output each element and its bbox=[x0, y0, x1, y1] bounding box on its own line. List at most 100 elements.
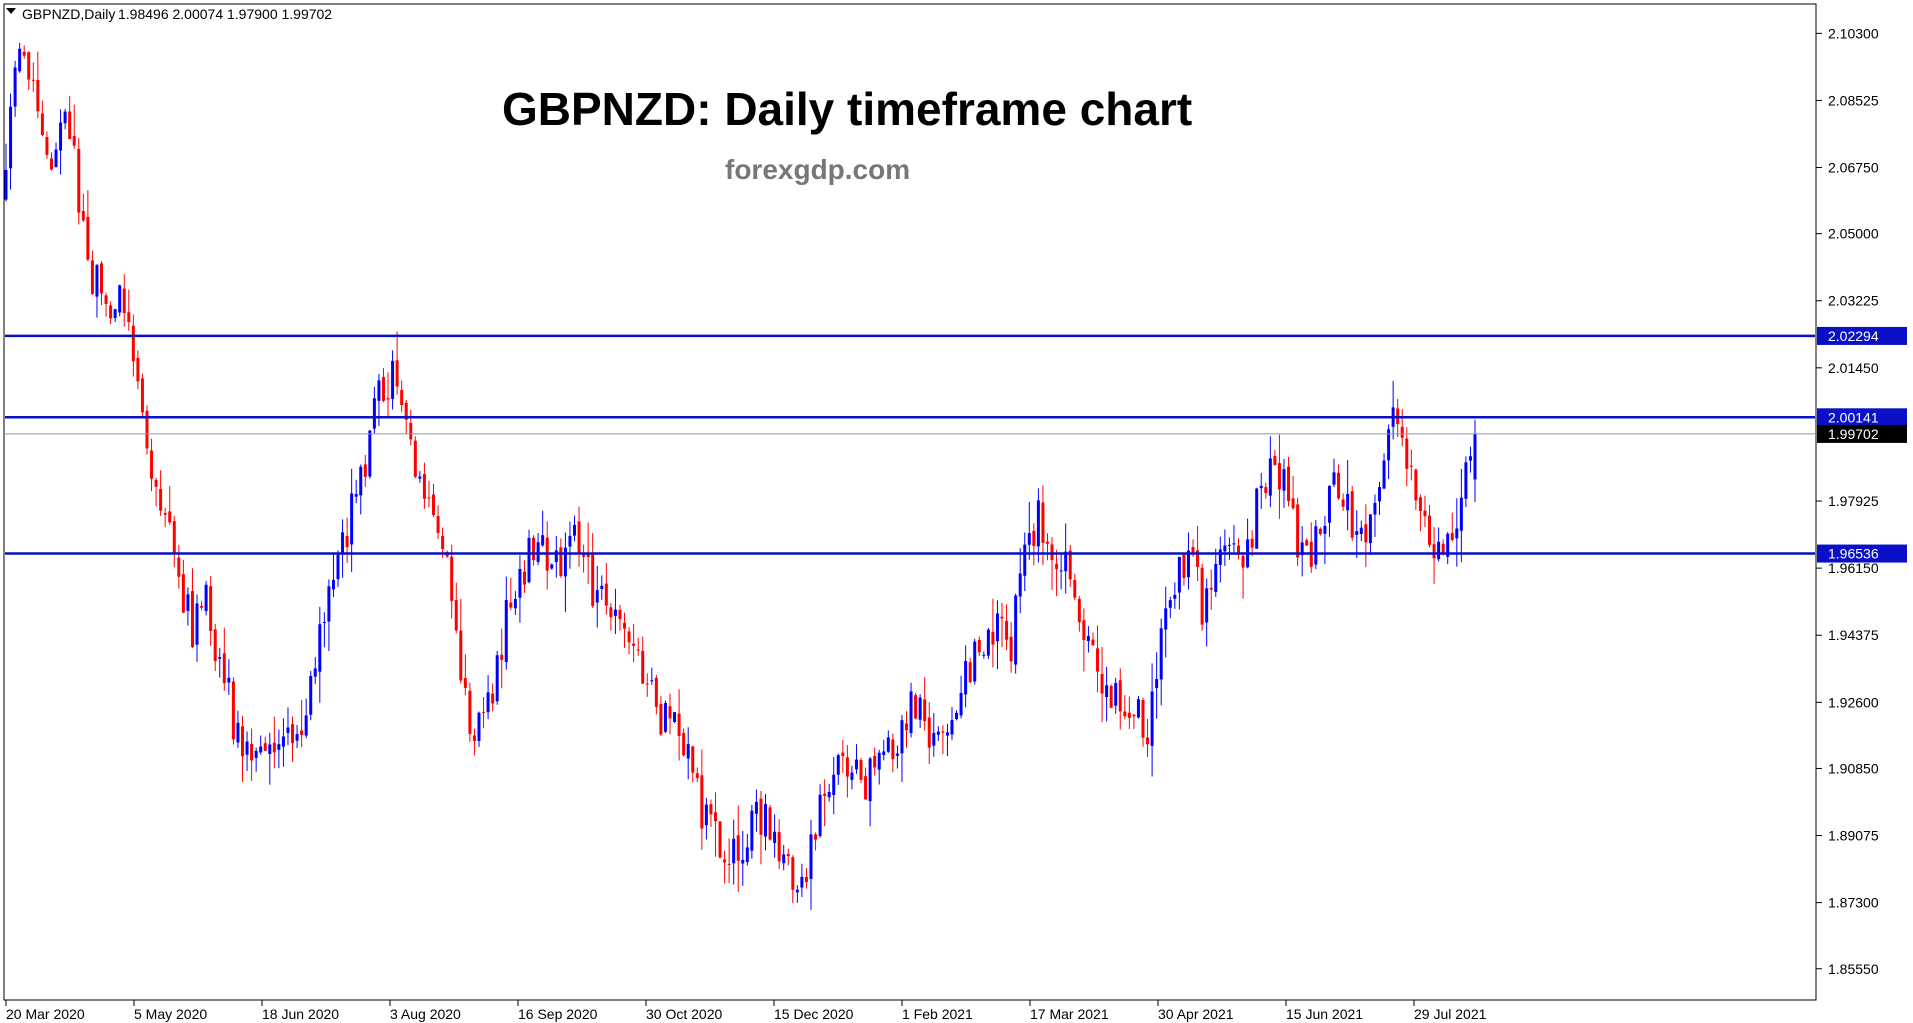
candle-body bbox=[45, 136, 49, 155]
candle-body bbox=[186, 594, 190, 611]
candle-body bbox=[140, 378, 144, 413]
candle-body bbox=[723, 859, 727, 863]
candle-body bbox=[1250, 538, 1254, 548]
candle-body bbox=[1123, 711, 1127, 717]
candle-body bbox=[636, 649, 640, 651]
candle-body bbox=[1177, 556, 1181, 593]
candle-body bbox=[54, 149, 58, 168]
candle-body bbox=[786, 853, 790, 857]
candle-body bbox=[1059, 570, 1063, 572]
candle-body bbox=[1327, 485, 1331, 523]
candle-body bbox=[632, 643, 636, 646]
candle-body bbox=[336, 554, 340, 580]
candle-body bbox=[1441, 543, 1445, 554]
candle-body bbox=[1368, 514, 1372, 544]
candle-body bbox=[136, 357, 140, 382]
candle-body bbox=[704, 804, 708, 826]
candle-body bbox=[277, 744, 281, 750]
candle-body bbox=[777, 832, 781, 862]
candle-body bbox=[27, 52, 31, 80]
candle-body bbox=[1287, 466, 1291, 502]
candle-body bbox=[641, 650, 645, 684]
candle-body bbox=[673, 712, 677, 722]
x-tick-label: 1 Feb 2021 bbox=[902, 1006, 973, 1022]
collapse-triangle-icon[interactable] bbox=[6, 8, 16, 14]
candle-body bbox=[509, 602, 513, 608]
candle-body bbox=[1064, 551, 1068, 572]
candle-body bbox=[363, 464, 367, 477]
candle-body bbox=[495, 655, 499, 702]
candle-body bbox=[618, 609, 622, 620]
candle-body bbox=[627, 631, 631, 643]
candle-body bbox=[372, 398, 376, 429]
candle-body bbox=[650, 680, 654, 682]
candle-body bbox=[459, 630, 463, 681]
candle-body bbox=[9, 106, 13, 169]
candle-body bbox=[1005, 620, 1009, 640]
candle-body bbox=[1027, 533, 1031, 545]
chart-title: GBPNZD: Daily timeframe chart bbox=[502, 83, 1192, 135]
candle-body bbox=[381, 377, 385, 401]
candle-body bbox=[841, 752, 845, 757]
y-tick-label: 2.08525 bbox=[1828, 92, 1879, 108]
candle-body bbox=[300, 730, 304, 735]
candle-body bbox=[1086, 636, 1090, 642]
candle-body bbox=[1318, 528, 1322, 534]
candle-body bbox=[195, 603, 199, 645]
candle-body bbox=[118, 285, 122, 313]
candle-body bbox=[377, 380, 381, 401]
candle-body bbox=[668, 706, 672, 719]
candle-body bbox=[1227, 544, 1231, 546]
candle-body bbox=[1237, 545, 1241, 556]
candle-body bbox=[1205, 588, 1209, 623]
y-tick-label: 1.87300 bbox=[1828, 895, 1879, 911]
candle-body bbox=[109, 305, 113, 319]
candle-body bbox=[709, 804, 713, 815]
candle-body bbox=[1182, 554, 1186, 578]
x-tick-label: 30 Apr 2021 bbox=[1158, 1006, 1234, 1022]
y-tick-label: 2.01450 bbox=[1828, 360, 1879, 376]
candle-body bbox=[1364, 524, 1368, 543]
level-price-tag bbox=[1817, 544, 1907, 563]
candle-body bbox=[577, 521, 581, 554]
candle-body bbox=[604, 583, 608, 606]
candle-body bbox=[845, 757, 849, 777]
candle-body bbox=[1000, 616, 1004, 619]
candle-body bbox=[1109, 686, 1113, 708]
candle-body bbox=[391, 360, 395, 400]
candle-body bbox=[859, 759, 863, 780]
candle-body bbox=[800, 876, 804, 888]
y-tick-label: 2.05000 bbox=[1828, 226, 1879, 242]
candle-body bbox=[718, 821, 722, 858]
candle-body bbox=[823, 793, 827, 797]
candle-body bbox=[286, 727, 290, 733]
candle-body bbox=[22, 51, 26, 56]
candle-body bbox=[359, 466, 363, 496]
candle-body bbox=[472, 735, 476, 742]
candle-body bbox=[1473, 433, 1477, 480]
candle-body bbox=[190, 591, 194, 647]
candle-body bbox=[154, 479, 158, 487]
candle-body bbox=[595, 590, 599, 603]
x-tick-label: 5 May 2020 bbox=[134, 1006, 207, 1022]
candle-body bbox=[100, 263, 104, 294]
candle-body bbox=[145, 410, 149, 449]
candle-body bbox=[1009, 636, 1013, 662]
candle-body bbox=[923, 699, 927, 722]
candle-body bbox=[482, 711, 486, 713]
candle-body bbox=[1023, 544, 1027, 576]
x-tick-label: 20 Mar 2020 bbox=[6, 1006, 85, 1022]
candle-body bbox=[582, 553, 586, 557]
candle-body bbox=[900, 720, 904, 754]
candle-body bbox=[522, 571, 526, 585]
levels-group bbox=[5, 334, 1815, 555]
candle-body bbox=[318, 624, 322, 672]
candle-body bbox=[886, 737, 890, 752]
candle-body bbox=[936, 731, 940, 735]
candle-body bbox=[272, 742, 276, 753]
candle-body bbox=[854, 759, 858, 770]
candle-body bbox=[1314, 526, 1318, 565]
candle-body bbox=[1168, 600, 1172, 608]
candle-body bbox=[1155, 679, 1159, 688]
